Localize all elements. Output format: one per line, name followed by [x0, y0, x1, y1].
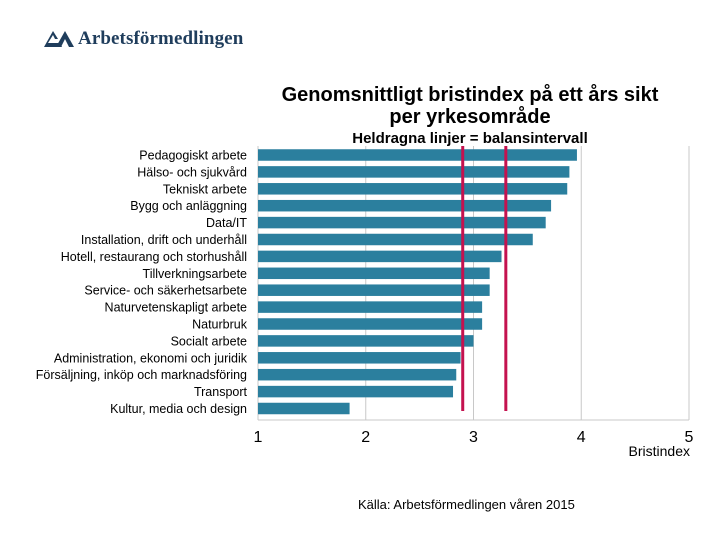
bar — [258, 352, 461, 364]
bar — [258, 166, 570, 178]
chart-subtitle: per yrkesområde — [389, 106, 551, 128]
logo-text: Arbetsförmedlingen — [78, 28, 244, 49]
category-label: Naturvetenskapligt arbete — [105, 301, 247, 315]
x-tick-label: 5 — [685, 429, 694, 446]
category-label: Hotell, restaurang och storhushåll — [61, 250, 247, 264]
bar — [258, 335, 474, 347]
chart-title: Genomsnittligt bristindex på ett års sik… — [281, 84, 659, 106]
bar — [258, 402, 350, 415]
bar — [258, 284, 490, 296]
bar — [258, 199, 552, 212]
category-label: Socialt arbete — [171, 334, 247, 348]
bar — [258, 368, 457, 381]
x-tick-label: 4 — [577, 429, 586, 446]
category-label: Tillverkningsarbete — [143, 267, 247, 281]
bar — [258, 250, 502, 263]
category-label: Pedagogiskt arbete — [139, 149, 247, 163]
bar — [258, 233, 533, 246]
category-label: Försäljning, inköp och marknadsföring — [36, 368, 247, 382]
bar — [258, 385, 454, 398]
bar — [258, 149, 577, 161]
category-label: Tekniskt arbete — [163, 182, 247, 196]
category-label: Data/IT — [206, 216, 247, 230]
category-label: Transport — [194, 385, 248, 399]
bar — [258, 318, 483, 330]
x-axis-label: Bristindex — [629, 443, 690, 459]
category-label: Hälso- och sjukvård — [137, 165, 247, 179]
category-label: Bygg och anläggning — [130, 199, 247, 213]
chart-annotation: Heldragna linjer = balansintervall — [352, 130, 588, 147]
bar — [258, 216, 546, 229]
source-note: Källa: Arbetsförmedlingen våren 2015 — [358, 497, 575, 512]
category-label: Administration, ekonomi och juridik — [54, 351, 248, 365]
af-logo-icon — [44, 31, 74, 47]
x-tick-label: 3 — [469, 429, 478, 446]
bar — [258, 183, 568, 195]
bar — [258, 267, 490, 280]
x-tick-label: 2 — [361, 429, 370, 446]
category-label: Kultur, media och design — [110, 402, 247, 416]
category-label: Service- och säkerhetsarbete — [84, 284, 247, 298]
category-label: Naturbruk — [192, 318, 248, 332]
bar — [258, 301, 483, 313]
category-label: Installation, drift och underhåll — [81, 233, 247, 247]
logo: Arbetsförmedlingen — [44, 28, 243, 50]
x-tick-label: 1 — [254, 429, 263, 446]
